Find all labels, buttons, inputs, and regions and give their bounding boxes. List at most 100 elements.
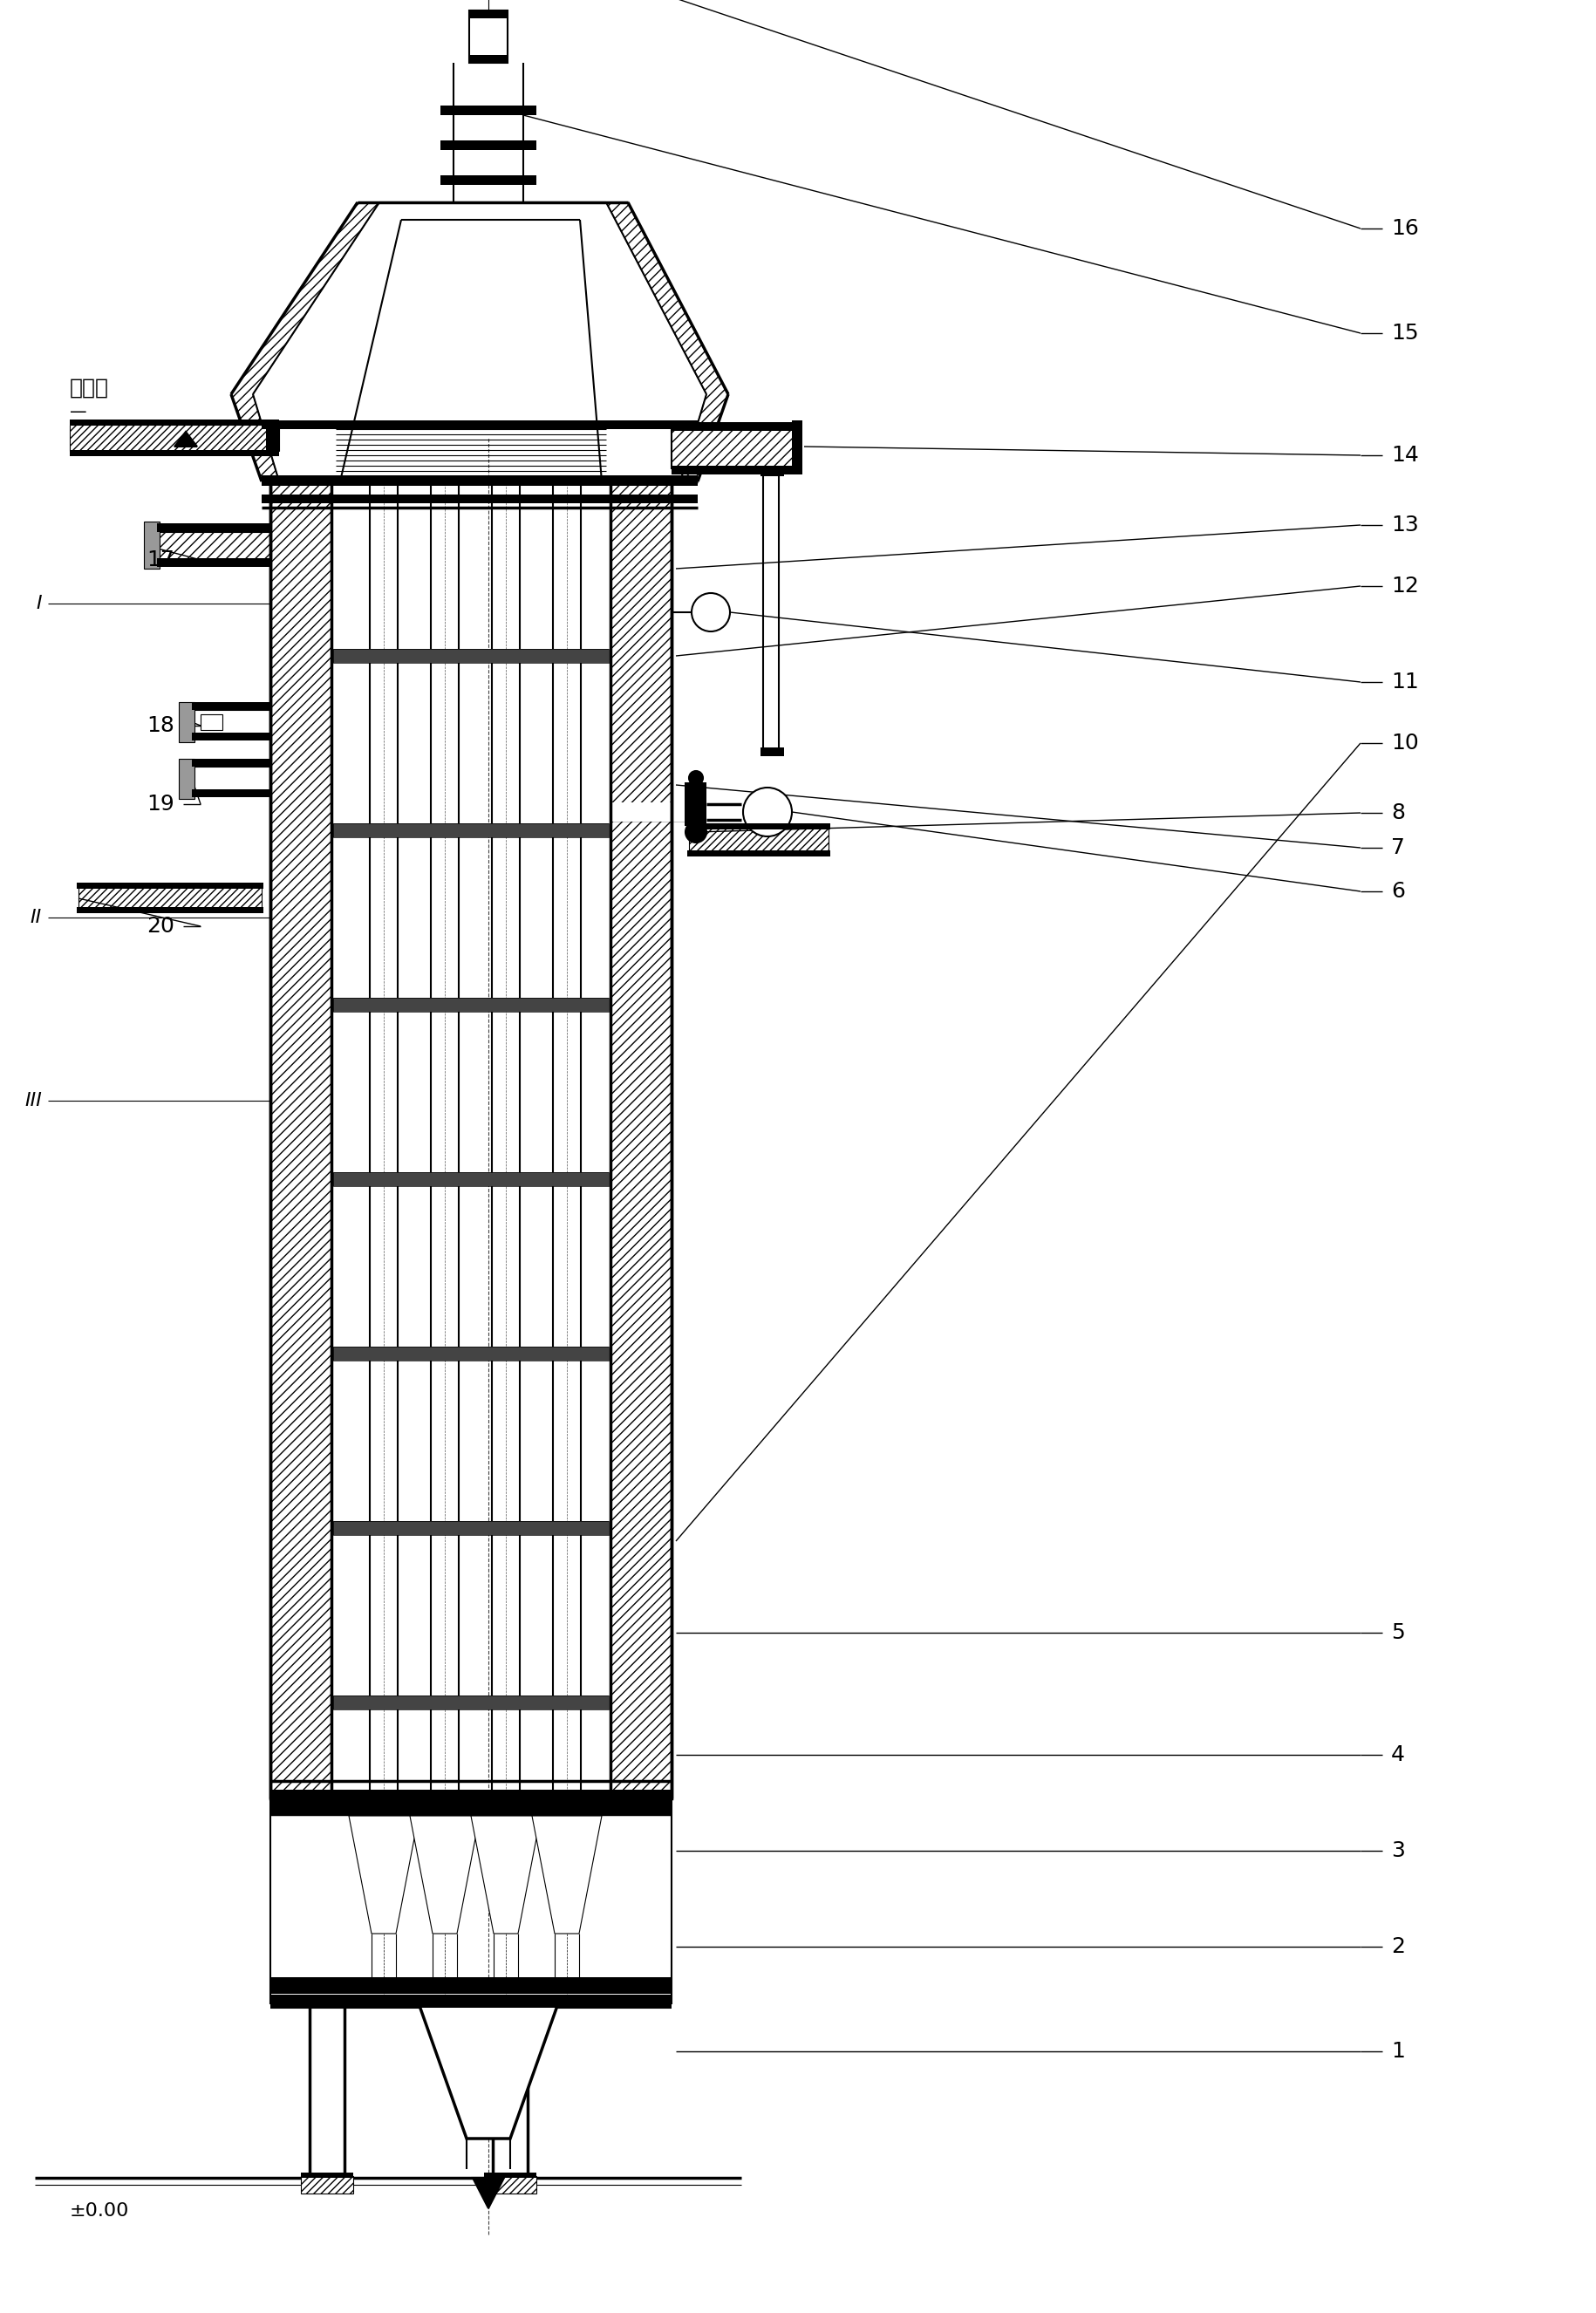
Bar (179, 759, 195, 798)
Bar (192, 759, 270, 766)
Bar (484, 2177, 536, 2193)
Bar (262, 421, 697, 430)
Bar (270, 1797, 672, 1809)
Bar (270, 481, 332, 1800)
Text: 2: 2 (1390, 1936, 1404, 1957)
Bar (192, 703, 270, 710)
Bar (70, 419, 279, 426)
Text: 8: 8 (1390, 803, 1404, 823)
Bar (334, 1522, 608, 1536)
Bar (370, 481, 397, 1800)
Text: 19: 19 (147, 793, 174, 814)
Bar (192, 733, 270, 740)
Text: 11: 11 (1390, 671, 1417, 692)
Polygon shape (531, 1816, 602, 1934)
Bar (179, 703, 195, 742)
Bar (270, 1994, 672, 2008)
Bar (201, 715, 222, 731)
Circle shape (742, 786, 792, 837)
Bar (144, 520, 160, 569)
Bar (192, 789, 270, 798)
Text: 13: 13 (1390, 513, 1417, 537)
Bar (686, 851, 830, 856)
Text: ±0.00: ±0.00 (70, 2202, 129, 2220)
Bar (334, 997, 608, 1011)
Bar (552, 481, 581, 1800)
Bar (440, 141, 536, 150)
Text: III: III (24, 1092, 41, 1110)
Bar (469, 56, 508, 62)
Text: 15: 15 (1390, 324, 1417, 345)
Bar (334, 1695, 608, 1709)
Polygon shape (231, 201, 380, 481)
Bar (262, 495, 697, 504)
Bar (484, 2172, 536, 2179)
Bar (334, 823, 608, 837)
Bar (334, 1522, 608, 1536)
Bar (267, 419, 279, 456)
Text: 18: 18 (147, 715, 174, 736)
Bar (270, 1800, 672, 2003)
Bar (78, 886, 262, 909)
Text: 5: 5 (1390, 1621, 1404, 1642)
Bar (70, 426, 279, 451)
Text: 20: 20 (147, 916, 174, 937)
Text: 3: 3 (1390, 1841, 1404, 1862)
Bar (77, 884, 263, 888)
Bar (334, 997, 608, 1011)
Text: 17: 17 (147, 550, 174, 571)
Bar (672, 426, 793, 467)
Text: 操作层: 操作层 (70, 377, 109, 398)
Text: 1: 1 (1390, 2040, 1404, 2061)
Bar (334, 650, 608, 664)
Text: 4: 4 (1390, 1744, 1404, 1765)
Bar (262, 479, 697, 486)
Bar (610, 803, 685, 821)
Bar (431, 481, 458, 1800)
Text: —: — (70, 405, 86, 421)
Bar (334, 1173, 608, 1187)
Bar (270, 1790, 672, 1797)
Polygon shape (418, 2003, 559, 2140)
Polygon shape (472, 2179, 504, 2209)
Bar (270, 481, 332, 1800)
Bar (685, 782, 705, 826)
Bar (77, 907, 263, 914)
Bar (492, 481, 520, 1800)
Bar (610, 481, 672, 1800)
Polygon shape (174, 433, 196, 446)
Text: I: I (37, 594, 41, 613)
Bar (270, 1797, 672, 1816)
Bar (469, 12, 508, 19)
Bar (610, 481, 672, 1800)
Bar (300, 2172, 353, 2179)
Bar (300, 2177, 353, 2193)
Bar (70, 451, 279, 456)
Polygon shape (348, 1816, 418, 1934)
Bar (440, 176, 536, 185)
Bar (334, 1173, 608, 1187)
Bar (270, 1978, 672, 1994)
Bar (262, 476, 697, 486)
Bar (492, 481, 520, 1800)
Bar (686, 823, 830, 830)
Bar (192, 710, 270, 733)
Text: II: II (30, 909, 41, 925)
Bar (156, 532, 270, 560)
Bar (334, 823, 608, 837)
Bar (156, 557, 270, 567)
Bar (469, 12, 508, 62)
Bar (431, 481, 458, 1800)
Bar (672, 465, 793, 474)
Polygon shape (606, 201, 728, 481)
Bar (156, 523, 270, 532)
Circle shape (688, 770, 702, 784)
Text: 6: 6 (1390, 881, 1404, 902)
Bar (370, 481, 397, 1800)
Text: 10: 10 (1390, 733, 1417, 754)
Text: 14: 14 (1390, 444, 1419, 465)
Bar (552, 481, 581, 1800)
Text: 12: 12 (1390, 576, 1419, 597)
Bar (672, 423, 793, 430)
Bar (688, 828, 828, 851)
